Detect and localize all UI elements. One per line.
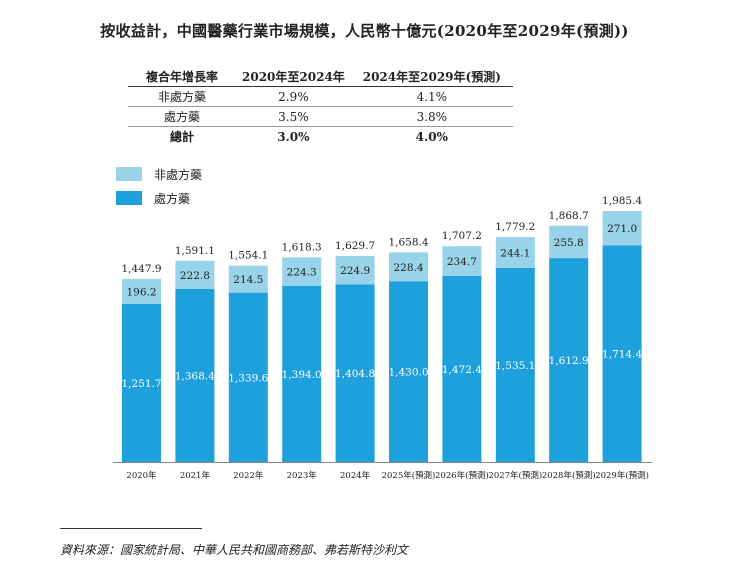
x-tick-label: 2025年(預測) — [382, 470, 436, 481]
bar-segment-otc — [602, 211, 642, 246]
data-label-otc: 196.2 — [126, 286, 156, 298]
x-tick-label: 2028年(預測) — [542, 470, 596, 481]
bar-segment-otc — [228, 265, 268, 293]
bar-segment-otc — [122, 278, 161, 304]
cagr-row-value2: 4.0% — [415, 129, 448, 144]
data-label-rx: 1,472.4 — [442, 364, 482, 376]
cagr-row-label: 總計 — [169, 130, 194, 144]
bar-segment-rx — [389, 281, 428, 462]
cagr-header-row: 複合年增長率 2020年至2024年 2024年至2029年(預測) — [128, 67, 513, 87]
bar-segment-rx — [282, 285, 322, 462]
data-label-rx: 1,714.4 — [602, 349, 642, 361]
x-tick-label: 2020年 — [126, 470, 157, 481]
bar-segment-otc — [442, 246, 482, 276]
legend-label-rx: 處方藥 — [154, 191, 191, 206]
x-tick-label: 2026年(預測) — [435, 470, 489, 481]
legend-swatch-rx — [116, 191, 142, 205]
bar-segment-rx — [122, 303, 161, 462]
data-label-otc: 244.1 — [500, 247, 530, 259]
bar-segment-rx — [228, 292, 268, 462]
data-label-rx: 1,251.7 — [121, 378, 161, 390]
bar-segment-rx — [175, 289, 215, 462]
data-label-total: 1,447.9 — [121, 263, 161, 275]
data-label-total: 1,658.4 — [388, 236, 428, 248]
data-label-otc: 234.7 — [447, 256, 477, 268]
x-tick-label: 2024年 — [340, 470, 371, 481]
data-label-total: 1,707.2 — [442, 230, 482, 242]
cagr-header-period1: 2020年至2024年 — [236, 67, 351, 87]
bar-segment-otc — [389, 252, 428, 282]
data-label-otc: 214.5 — [233, 274, 263, 286]
legend-swatch-otc — [116, 167, 142, 181]
data-label-total: 1,629.7 — [335, 240, 375, 252]
bar-segment-otc — [549, 225, 589, 259]
x-tick-label: 2027年(預測) — [488, 470, 542, 481]
data-label-total: 1,985.4 — [602, 195, 642, 207]
bar-segment-rx — [549, 258, 589, 462]
data-label-total: 1,618.3 — [282, 241, 322, 253]
data-label-total: 1,554.1 — [228, 250, 268, 262]
data-label-total: 1,779.2 — [495, 221, 535, 233]
cagr-row-label: 非處方藥 — [128, 86, 236, 107]
cagr-row-value2: 3.8% — [350, 106, 513, 127]
legend-label-otc: 非處方藥 — [154, 167, 203, 182]
cagr-row-otc: 非處方藥 2.9% 4.1% — [128, 86, 513, 107]
bar-segment-otc — [495, 237, 535, 268]
footnote-divider — [60, 528, 202, 529]
data-label-otc: 228.4 — [393, 262, 423, 274]
cagr-row-value1: 2.9% — [236, 86, 351, 107]
bar-segment-rx — [442, 275, 482, 462]
data-label-rx: 1,612.9 — [549, 355, 589, 367]
data-label-rx: 1,430.0 — [388, 367, 428, 379]
cagr-row-value2: 4.1% — [350, 86, 513, 107]
legend-item-otc: 非處方藥 — [116, 163, 202, 185]
data-label-rx: 1,368.4 — [175, 371, 215, 383]
cagr-row-value1: 3.0% — [277, 129, 310, 144]
data-label-otc: 222.8 — [180, 270, 210, 282]
cagr-row-label: 處方藥 — [128, 106, 236, 127]
data-label-total: 1,591.1 — [175, 245, 215, 257]
bar-segment-rx — [602, 245, 642, 462]
cagr-table: 複合年增長率 2020年至2024年 2024年至2029年(預測) 非處方藥 … — [128, 67, 513, 146]
data-label-otc: 255.8 — [554, 237, 584, 249]
data-label-total: 1,868.7 — [549, 210, 589, 222]
cagr-row-total: 總計 3.0% 4.0% — [128, 127, 513, 147]
bar-segment-rx — [335, 284, 375, 462]
x-tick-label: 2022年 — [233, 470, 264, 481]
bar-segment-rx — [495, 267, 535, 462]
data-label-rx: 1,404.8 — [335, 368, 375, 380]
bar-segment-otc — [175, 260, 215, 290]
x-tick-label: 2023年 — [287, 470, 318, 481]
chart-legend: 非處方藥 處方藥 — [116, 163, 202, 211]
data-label-rx: 1,394.0 — [282, 369, 322, 381]
cagr-row-rx: 處方藥 3.5% 3.8% — [128, 106, 513, 127]
x-tick-label: 2029年(預測) — [595, 470, 649, 481]
data-label-otc: 271.0 — [607, 223, 637, 235]
data-label-otc: 224.9 — [340, 265, 370, 277]
source-note: 資料來源：國家統計局、中華人民共和國商務部、弗若斯特沙利文 — [60, 543, 409, 557]
x-tick-label: 2021年 — [180, 470, 211, 481]
data-label-otc: 224.3 — [287, 267, 317, 279]
cagr-row-value1: 3.5% — [236, 106, 351, 127]
legend-item-rx: 處方藥 — [116, 187, 202, 209]
data-label-rx: 1,535.1 — [495, 360, 535, 372]
page-title: 按收益計，中國醫藥行業市場規模，人民幣十億元(2020年至2029年(預測)) — [100, 22, 629, 40]
bar-segment-otc — [335, 255, 375, 285]
data-label-rx: 1,339.6 — [228, 372, 268, 384]
bar-segment-otc — [282, 257, 322, 286]
cagr-header-label: 複合年增長率 — [128, 67, 236, 87]
cagr-header-period2: 2024年至2029年(預測) — [350, 67, 513, 87]
